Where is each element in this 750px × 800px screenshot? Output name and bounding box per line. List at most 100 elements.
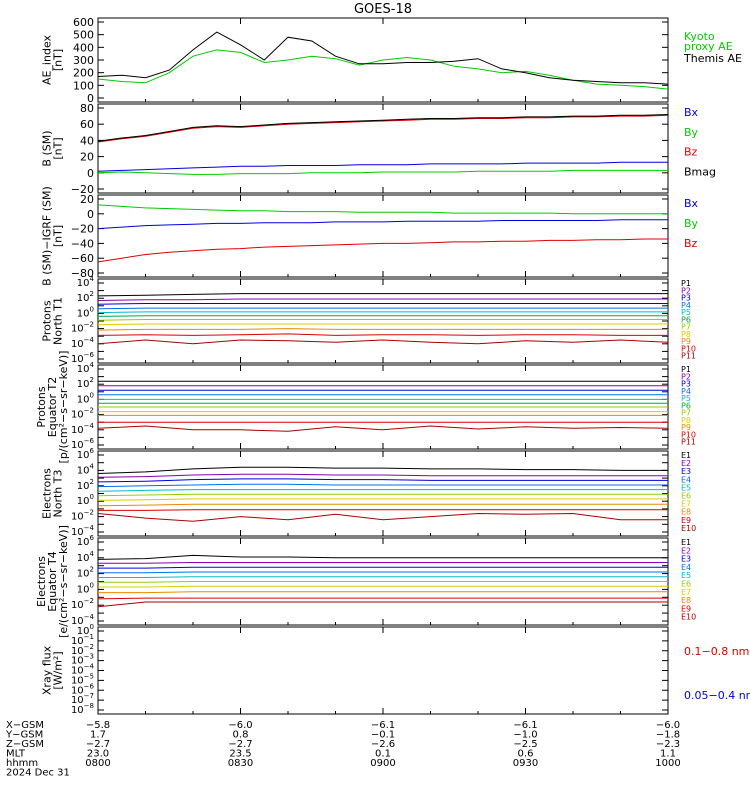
y-tick-label: 10−2 <box>71 321 94 335</box>
panel-xray: 10010−110−210−310−410−510−610−710−8Xray … <box>41 623 750 716</box>
series-line-e6 <box>97 493 668 497</box>
legend-label: P11 <box>681 352 696 361</box>
y-tick-label: 104 <box>77 462 95 476</box>
legend-label: P6 <box>681 315 691 324</box>
y-axis-label: [nT] <box>52 225 65 247</box>
series-line-p1 <box>97 293 668 297</box>
legend-label: E9 <box>681 604 691 613</box>
x-table-value: −2.3 <box>656 739 680 750</box>
y-tick-exponent: −4 <box>84 613 95 621</box>
legend-label: E3 <box>681 555 691 564</box>
series-line-kyoto-proxy-ae <box>97 49 669 90</box>
legend-label: Bz <box>684 237 698 250</box>
legend-label: E7 <box>681 500 691 509</box>
legend-label: P7 <box>681 323 691 332</box>
y-tick-exponent: −1 <box>84 633 94 641</box>
series-line-p11 <box>97 425 669 432</box>
series-line-e10 <box>97 601 668 608</box>
legend-label: 0.05−0.4 nm <box>684 689 750 702</box>
x-table-value: −5.8 <box>86 720 110 731</box>
x-table-value: −0.1 <box>371 730 395 741</box>
y-tick-label: 104 <box>77 275 95 289</box>
legend-label: E3 <box>681 467 691 476</box>
series-line-p11 <box>97 339 669 345</box>
series-line-e6 <box>98 581 668 583</box>
series-line-by <box>97 169 668 175</box>
series-line-e4 <box>97 483 668 488</box>
y-tick-label: 100 <box>77 305 94 319</box>
legend-label: P9 <box>681 423 691 432</box>
legend-label: E10 <box>681 524 696 533</box>
legend-label: P8 <box>681 416 691 425</box>
y-tick-exponent: 0 <box>90 391 94 399</box>
y-axis-label: [p/(cm²−s−sr−keV)] <box>57 351 70 464</box>
legend-label: P8 <box>681 330 691 339</box>
legend-label: E10 <box>681 613 696 622</box>
legend-label: P9 <box>681 337 691 346</box>
series-line-p9 <box>97 328 668 331</box>
y-axis-label: AE_index <box>41 34 54 85</box>
y-axis-label: North T3 <box>52 470 65 518</box>
series-line-by <box>97 204 668 215</box>
y-tick-label: 100 <box>73 79 94 92</box>
legend-label: By <box>684 217 699 230</box>
panel-frame <box>97 626 669 715</box>
y-tick-label: 400 <box>73 41 94 54</box>
y-tick-label: 10−2 <box>71 597 94 611</box>
y-tick-label: −80 <box>71 267 94 280</box>
series-line-e1 <box>97 554 668 560</box>
y-tick-label: 60 <box>80 118 94 131</box>
y-tick-label: 500 <box>73 29 94 42</box>
y-tick-label: 10−2 <box>71 407 94 421</box>
x-row-label: hhmm <box>6 758 38 769</box>
legend-label: P11 <box>681 438 696 447</box>
y-tick-exponent: 4 <box>90 275 95 283</box>
legend-label: P7 <box>681 409 691 418</box>
series-line-e9 <box>98 509 668 511</box>
y-tick-exponent: 2 <box>90 290 94 298</box>
series-line-e4 <box>98 571 668 574</box>
series-line-p3 <box>97 303 668 305</box>
legend-label: Bx <box>684 197 699 210</box>
y-axis-label: Electrons <box>41 468 54 519</box>
x-table-value: −1.8 <box>656 730 680 741</box>
series-line-e2 <box>97 473 668 478</box>
series-line-e8 <box>97 503 668 507</box>
legend-label: E7 <box>681 588 691 597</box>
y-axis-label: Protons <box>35 386 48 427</box>
series-line-p2 <box>97 298 668 301</box>
panels: 6005004003002001000AE_index[nT]Kyotoprox… <box>35 16 750 716</box>
legend-label: P4 <box>681 301 691 310</box>
x-table-value: −6.0 <box>656 720 680 731</box>
series-line-bz <box>97 114 669 143</box>
y-axis-label: Equator T4 <box>46 551 59 611</box>
x-table-value: −6.0 <box>228 720 252 731</box>
x-table-value: 1.1 <box>660 749 676 760</box>
legend-label: E4 <box>681 475 691 484</box>
x-table-value: −1.0 <box>513 730 537 741</box>
y-axis-label: [W/m²] <box>52 651 65 689</box>
series-line-p5 <box>97 311 668 314</box>
series-line-e3 <box>98 566 668 569</box>
series-line-p10 <box>97 333 668 336</box>
y-tick-label: −40 <box>71 237 94 250</box>
y-tick-label: 10−8 <box>71 702 94 716</box>
y-axis-label: Protons <box>41 300 54 341</box>
legend-label: proxy AE <box>684 40 733 53</box>
x-row-label: Z−GSM <box>6 739 44 750</box>
y-tick-exponent: 6 <box>90 447 95 455</box>
x-table-value: 0800 <box>85 758 110 769</box>
x-table-value: 0.8 <box>233 730 249 741</box>
y-tick-exponent: −7 <box>84 692 94 700</box>
legend-label: Bmag <box>684 165 716 178</box>
y-tick-label: 20 <box>80 151 94 164</box>
legend-label: P1 <box>681 279 691 288</box>
y-tick-label: 100 <box>77 581 94 595</box>
legend-label: By <box>684 126 699 139</box>
legend-label: P3 <box>681 380 691 389</box>
y-tick-exponent: −4 <box>84 663 95 671</box>
y-tick-label: 10−4 <box>71 422 95 436</box>
